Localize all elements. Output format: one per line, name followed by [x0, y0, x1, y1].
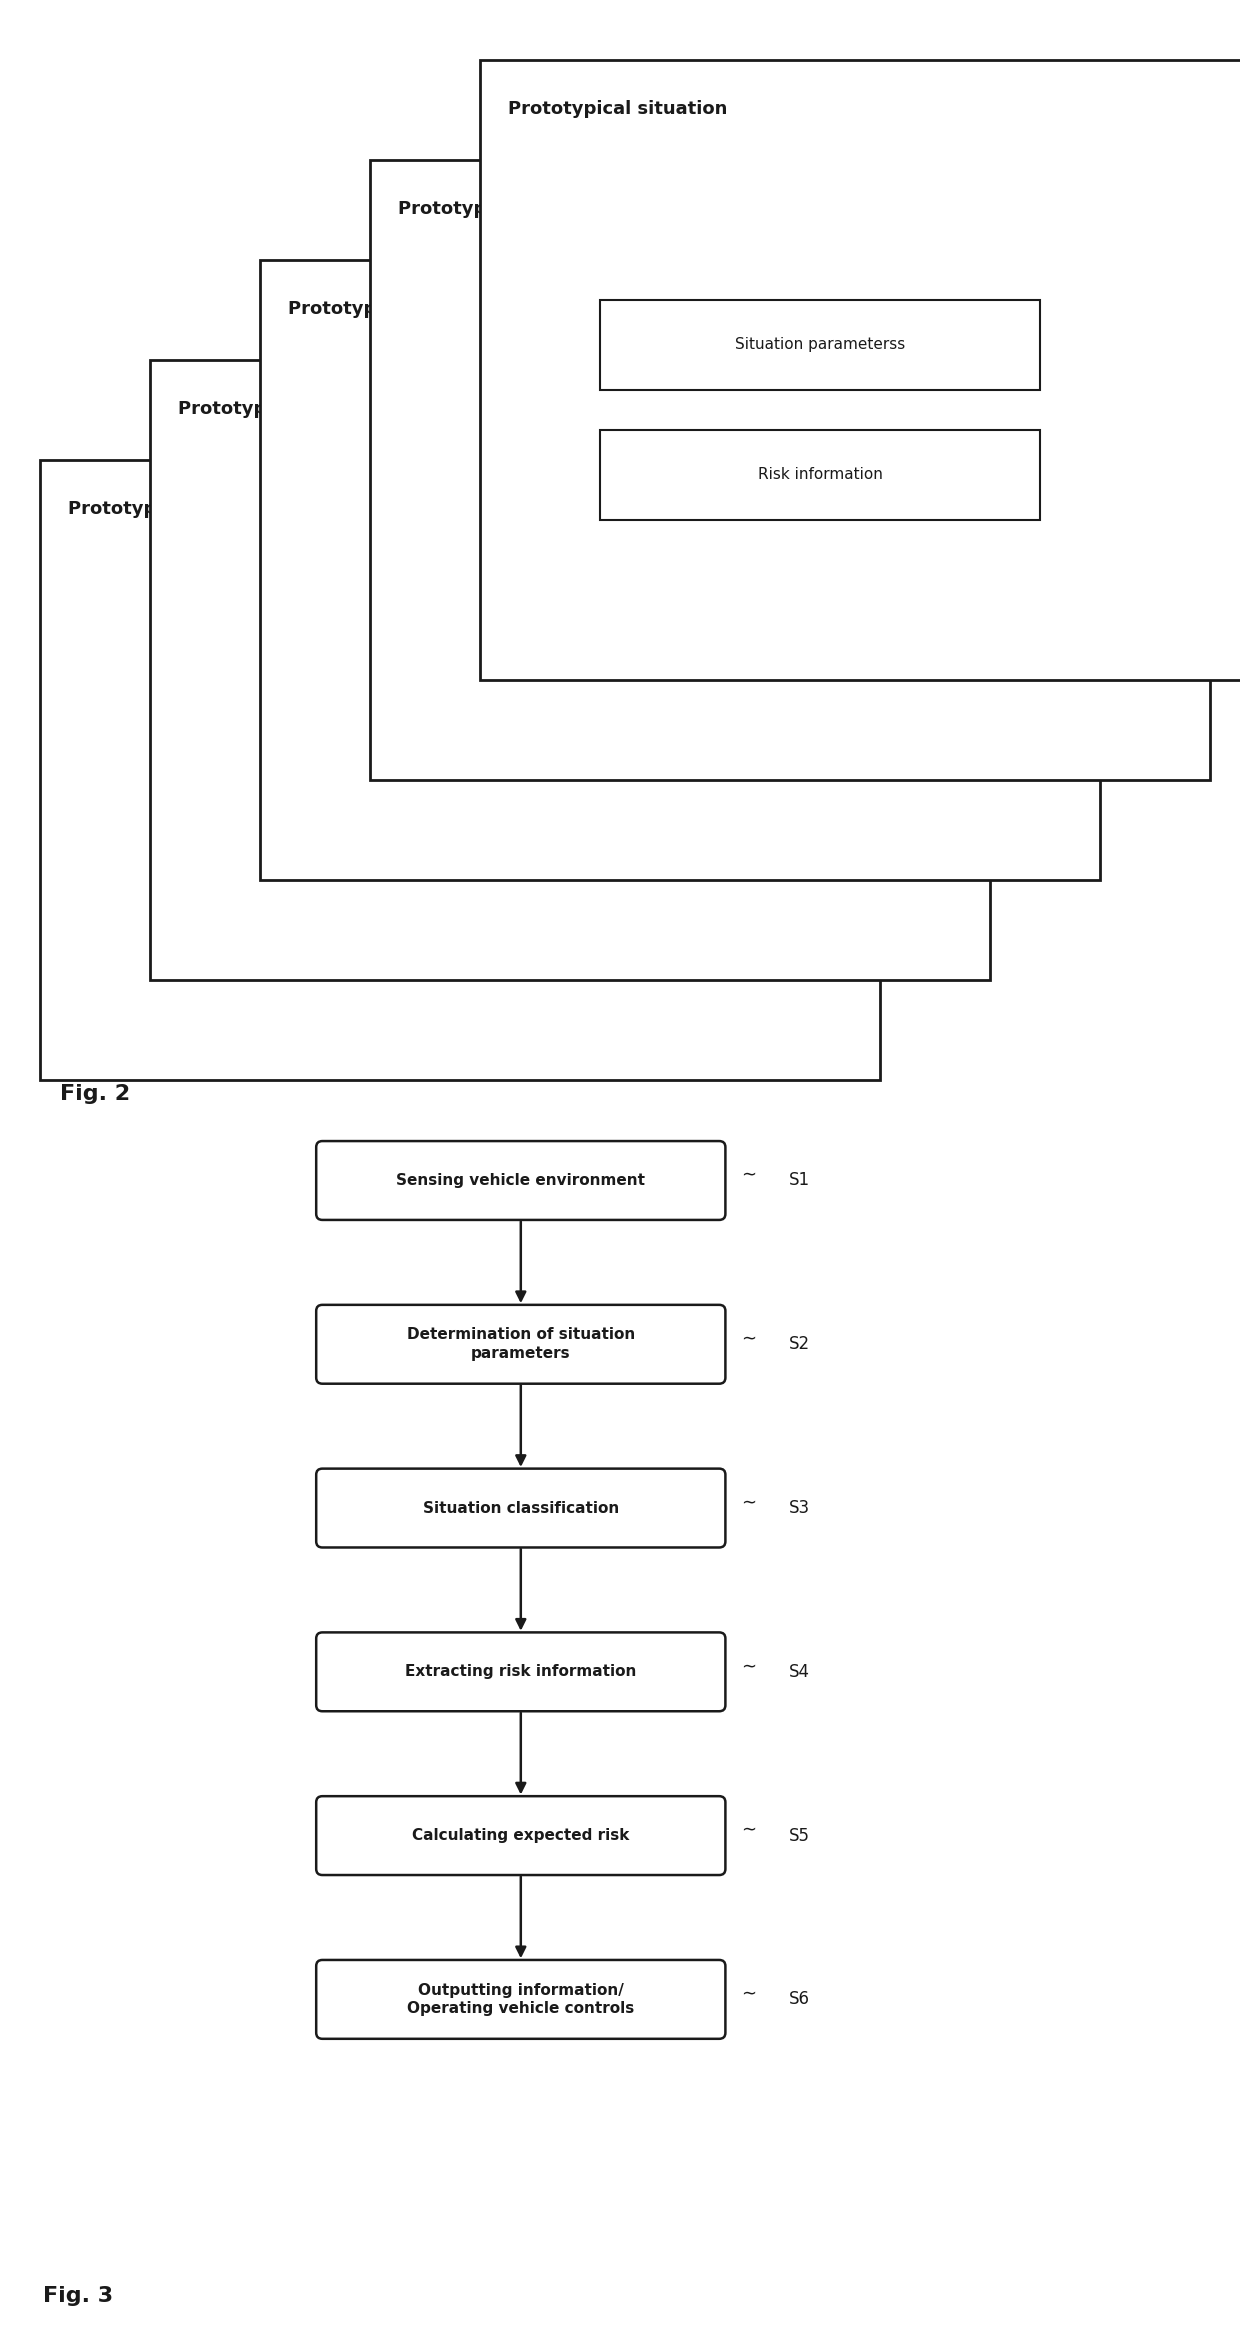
Bar [150, 359, 990, 980]
Text: Prototypical situation: Prototypical situation [68, 499, 288, 518]
Text: Calculating expected risk: Calculating expected risk [412, 1829, 630, 1843]
Text: ∼: ∼ [742, 1985, 756, 2004]
Text: S1: S1 [789, 1171, 810, 1190]
Bar [370, 161, 1210, 779]
Text: S5: S5 [789, 1827, 810, 1845]
Text: Situation parameterss: Situation parameterss [735, 338, 905, 352]
Bar [40, 460, 880, 1080]
Text: Prototypical situation: Prototypical situation [179, 399, 397, 418]
Bar [480, 61, 1240, 679]
FancyBboxPatch shape [316, 1796, 725, 1876]
Text: Determination of situation
parameters: Determination of situation parameters [407, 1327, 635, 1360]
Bar [600, 301, 1040, 390]
Bar [600, 429, 1040, 520]
Text: Outputting information/
Operating vehicle controls: Outputting information/ Operating vehicl… [407, 1983, 635, 2016]
Text: Prototypical situation: Prototypical situation [508, 100, 728, 119]
FancyBboxPatch shape [316, 1633, 725, 1712]
FancyBboxPatch shape [316, 1470, 725, 1547]
Text: Sensing vehicle environment: Sensing vehicle environment [397, 1173, 645, 1187]
Text: S6: S6 [789, 1990, 810, 2009]
Text: Risk information: Risk information [758, 467, 883, 483]
Text: Fig. 2: Fig. 2 [60, 1085, 130, 1104]
FancyBboxPatch shape [316, 1304, 725, 1383]
Text: Fig. 3: Fig. 3 [43, 2286, 114, 2307]
Text: Extracting risk information: Extracting risk information [405, 1663, 636, 1680]
Text: S4: S4 [789, 1663, 810, 1680]
Text: ∼: ∼ [742, 1493, 756, 1512]
Text: Prototypical situation: Prototypical situation [398, 201, 618, 217]
Text: S2: S2 [789, 1334, 810, 1353]
Bar [260, 259, 1100, 880]
Text: Situation classification: Situation classification [423, 1500, 619, 1516]
Text: ∼: ∼ [742, 1166, 756, 1185]
Text: ∼: ∼ [742, 1659, 756, 1675]
Text: Prototypical situation: Prototypical situation [288, 301, 507, 317]
Text: S3: S3 [789, 1500, 810, 1516]
Text: ∼: ∼ [742, 1822, 756, 1841]
FancyBboxPatch shape [316, 1141, 725, 1220]
FancyBboxPatch shape [316, 1960, 725, 2039]
Text: ∼: ∼ [742, 1330, 756, 1348]
